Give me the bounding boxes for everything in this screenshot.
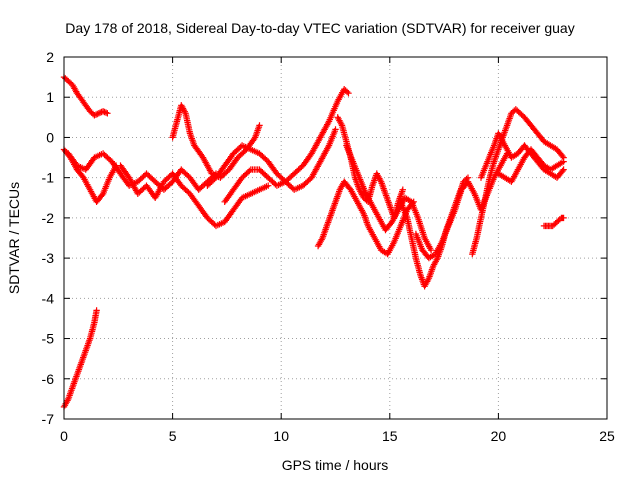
y-tick-label: -1 bbox=[42, 170, 55, 186]
plot-frame bbox=[63, 56, 608, 420]
y-tick-label: -5 bbox=[42, 331, 55, 347]
series-arc-8 bbox=[221, 86, 352, 205]
series-arc-4 bbox=[65, 150, 220, 193]
data-point-markers bbox=[540, 214, 567, 230]
series-arc-5 bbox=[117, 162, 272, 230]
series-arc-16 bbox=[495, 146, 567, 185]
y-tick-label: 2 bbox=[46, 49, 54, 65]
series-arc-14 bbox=[469, 106, 567, 258]
data-point-markers bbox=[495, 146, 567, 185]
series-arc-2 bbox=[60, 307, 100, 411]
data-point-markers bbox=[60, 73, 111, 119]
y-tick-label: -3 bbox=[42, 250, 55, 266]
x-tick-label: 15 bbox=[382, 428, 398, 444]
y-tick-label: -7 bbox=[42, 411, 55, 427]
y-tick-label: -4 bbox=[42, 290, 55, 306]
series-arc-6 bbox=[169, 102, 263, 181]
x-tick-label: 5 bbox=[169, 428, 177, 444]
data-point-markers bbox=[169, 102, 263, 181]
y-tick-label: 1 bbox=[46, 89, 54, 105]
x-tick-label: 0 bbox=[60, 428, 68, 444]
data-point-markers bbox=[314, 178, 417, 258]
data-point-markers bbox=[469, 106, 567, 258]
grid-lines bbox=[64, 57, 607, 419]
data-point-markers bbox=[117, 162, 272, 230]
series-arc-1 bbox=[60, 73, 111, 119]
y-tick-label: 0 bbox=[46, 129, 54, 145]
data-point-markers bbox=[221, 86, 352, 205]
x-tick-label: 20 bbox=[491, 428, 507, 444]
data-point-markers bbox=[60, 307, 100, 411]
series-arc-17 bbox=[540, 214, 567, 230]
x-tick-label: 25 bbox=[599, 428, 615, 444]
y-axis-label: SDTVAR / TECUs bbox=[6, 182, 22, 294]
x-tick-label: 10 bbox=[273, 428, 289, 444]
y-tick-label: -2 bbox=[42, 210, 55, 226]
data-point-markers bbox=[65, 150, 220, 193]
chart-title: Day 178 of 2018, Sidereal Day-to-day VTE… bbox=[65, 20, 574, 36]
y-tick-label: -6 bbox=[42, 371, 55, 387]
data-points bbox=[60, 73, 567, 411]
series-arc-9 bbox=[314, 178, 417, 258]
x-axis-label: GPS time / hours bbox=[282, 457, 389, 473]
